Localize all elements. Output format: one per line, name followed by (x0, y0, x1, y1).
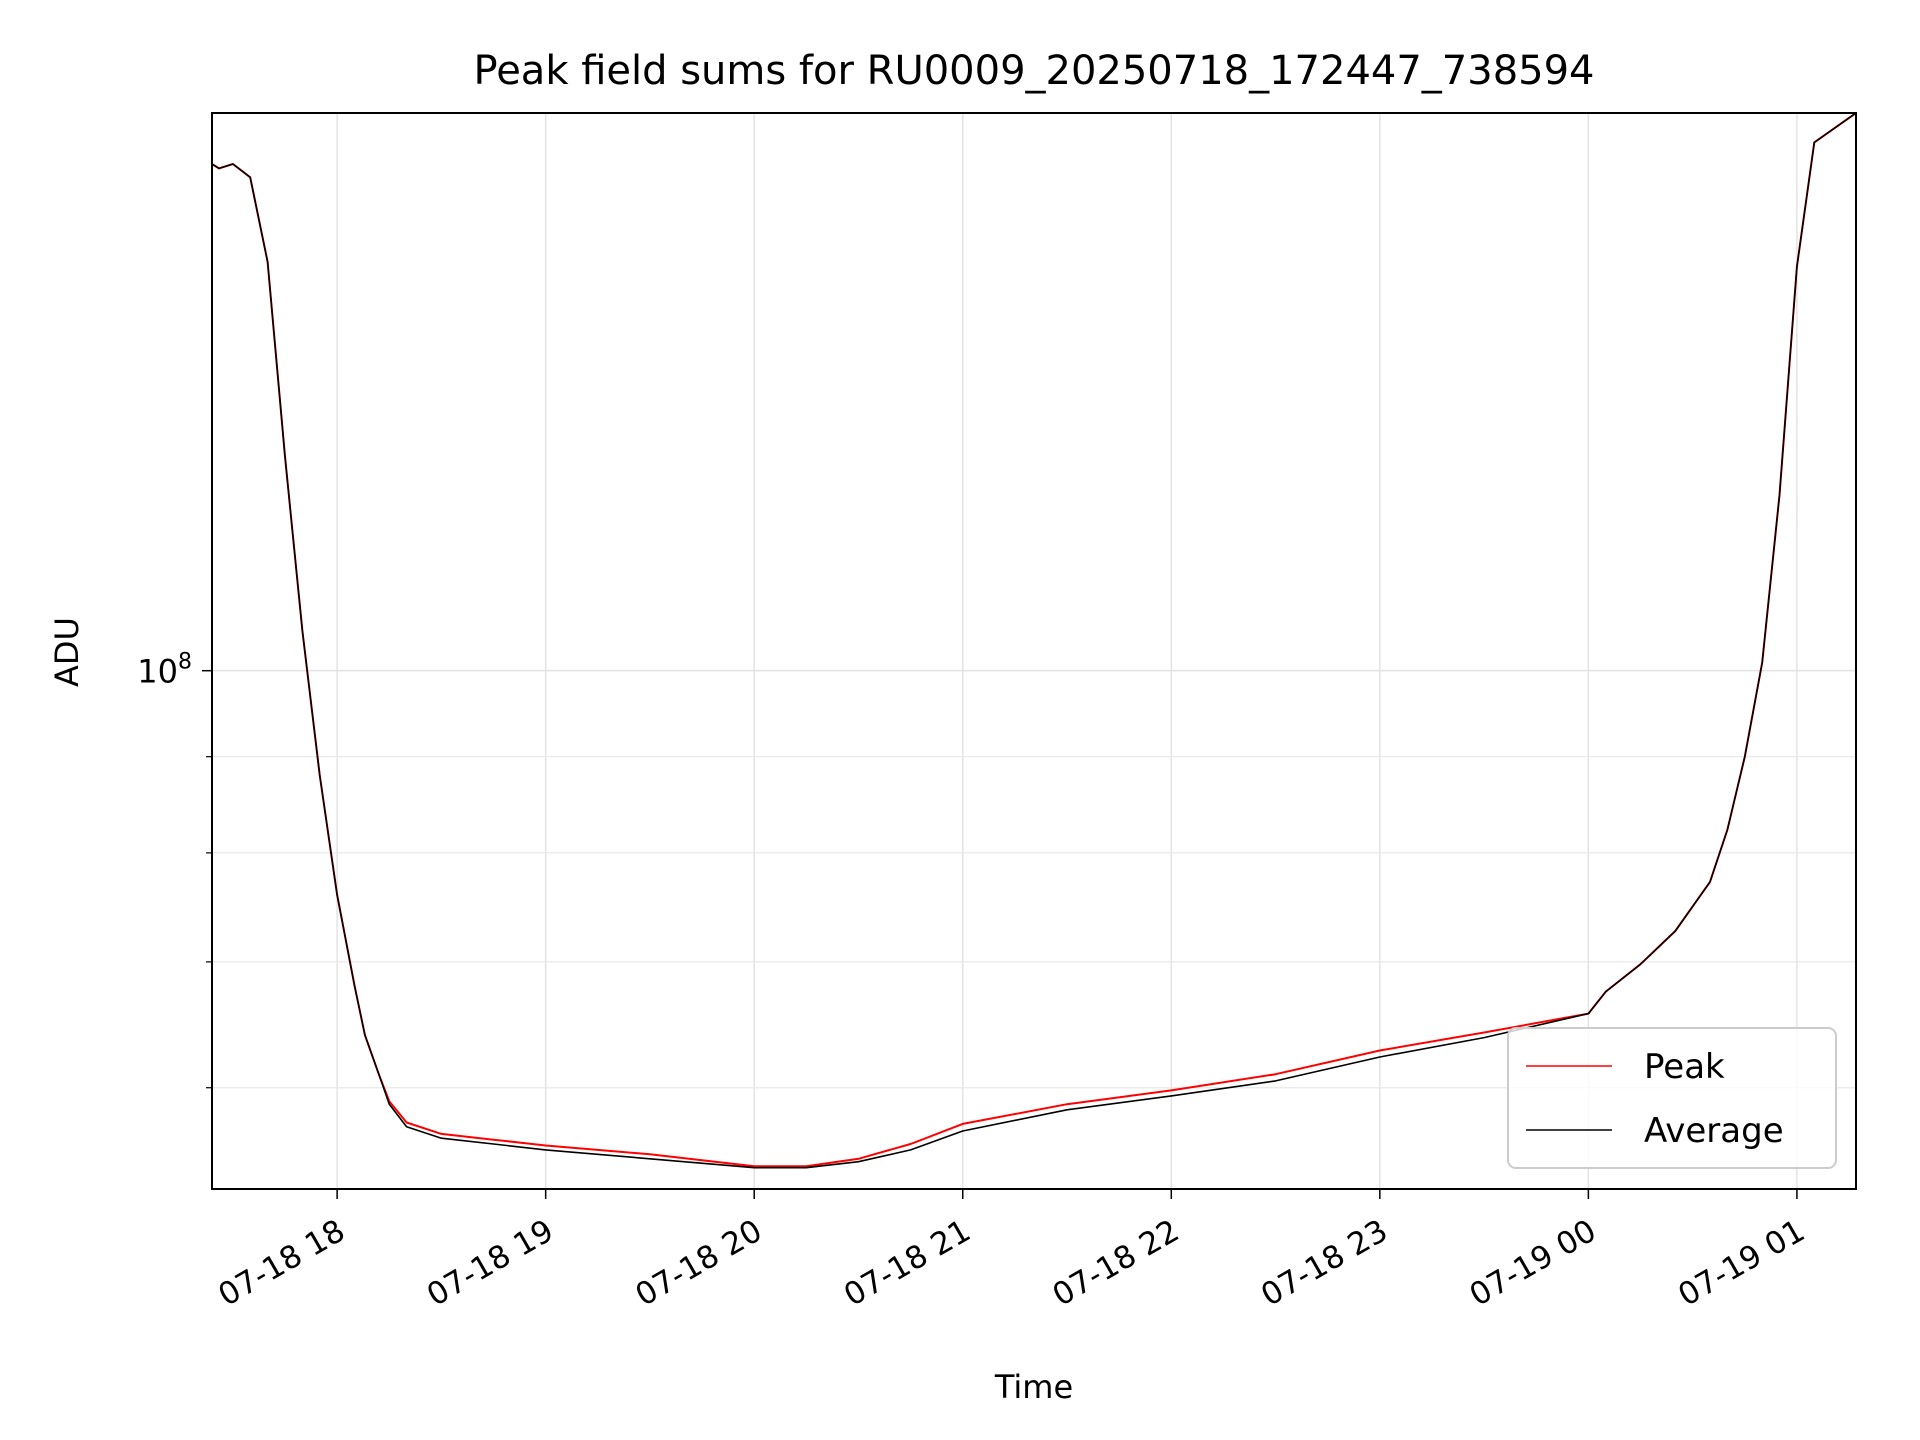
y-tick-label: 108 (137, 650, 192, 691)
y-axis-label: ADU (48, 617, 86, 687)
chart-title: Peak field sums for RU0009_20250718_1724… (474, 48, 1595, 94)
legend-peak-label: Peak (1644, 1047, 1725, 1087)
average-series-line (211, 112, 1857, 1169)
series-lines (211, 112, 1857, 1169)
y-tick-label-exponent: 8 (178, 650, 192, 675)
x-axis-label: Time (994, 1368, 1073, 1406)
legend: Peak Average (1507, 1027, 1837, 1169)
y-tick-label-base: 10 (137, 653, 178, 691)
plot-area-frame (211, 112, 1857, 1190)
y-axis: 108 (137, 650, 212, 1089)
legend-box (1507, 1027, 1837, 1169)
legend-average-label: Average (1644, 1111, 1784, 1151)
